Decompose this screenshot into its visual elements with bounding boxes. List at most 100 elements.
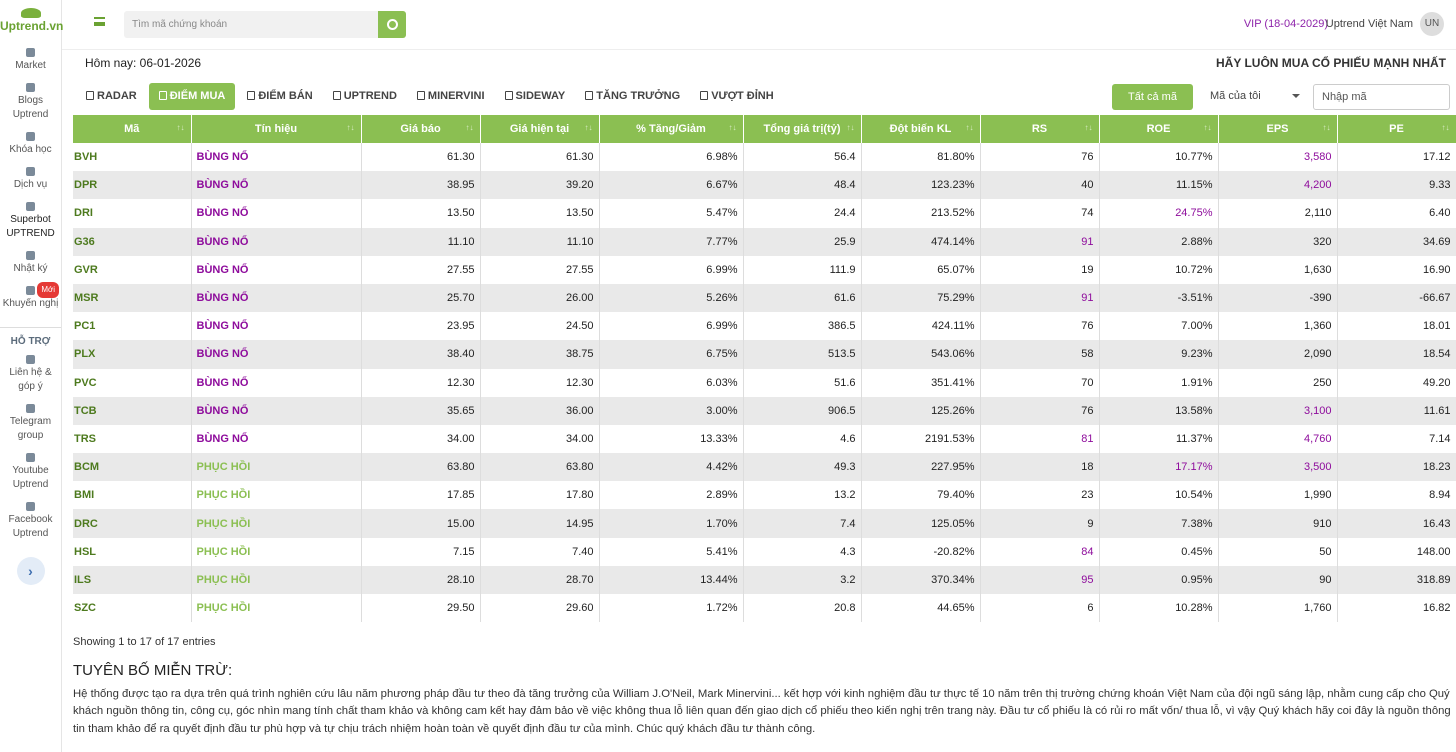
sidebar-icon: [26, 83, 35, 92]
support-item[interactable]: Youtube Uptrend: [0, 447, 61, 496]
all-codes-button[interactable]: Tất cả mã: [1112, 84, 1193, 110]
cell: 34.00: [361, 424, 481, 454]
stock-code: BCM: [73, 453, 192, 482]
sidebar-item[interactable]: Khuyến nghị Mới: [0, 280, 61, 315]
sidebar-item[interactable]: Superbot UPTREND: [0, 196, 61, 245]
tab[interactable]: ĐIỂM BÁN: [239, 83, 320, 110]
signal: PHỤC HỒI: [191, 594, 362, 623]
column-header[interactable]: Mã: [73, 115, 192, 143]
cell: 4,760: [1218, 424, 1338, 454]
column-header[interactable]: ROE: [1099, 115, 1219, 143]
table-row[interactable]: SZC PHỤC HỒI 29.50 29.60 1.72% 20.8 44.65% 6 10.…: [73, 594, 1456, 623]
code-input[interactable]: Nhập mã: [1313, 84, 1450, 110]
column-header[interactable]: Tín hiệu: [191, 115, 362, 143]
sidebar-item[interactable]: Khóa học: [0, 126, 61, 161]
table-row[interactable]: DRC PHỤC HỒI 15.00 14.95 1.70% 7.4 125.05% 9 7.3…: [73, 509, 1456, 538]
table-row[interactable]: BMI PHỤC HỒI 17.85 17.80 2.89% 13.2 79.40% 23 10…: [73, 481, 1456, 510]
search-input[interactable]: Tìm mã chứng khoán: [124, 11, 378, 38]
stock-code: PC1: [73, 312, 192, 341]
tab[interactable]: VƯỢT ĐỈNH: [692, 83, 782, 110]
cell: 65.07%: [861, 255, 981, 284]
cell: 906.5: [743, 396, 862, 425]
vip-status: VIP (18-04-2029): [1243, 18, 1328, 30]
expand-button[interactable]: ›: [16, 557, 45, 585]
table-row[interactable]: HSL PHỤC HỒI 7.15 7.40 5.41% 4.3 -20.82% 84 0.45…: [73, 537, 1456, 566]
column-header[interactable]: Giá hiện tại: [480, 115, 600, 143]
sidebar-label: Khuyến nghị: [2, 298, 59, 309]
table-row[interactable]: TCB BÙNG NỔ 35.65 36.00 3.00% 906.5 125.26% 76 1…: [73, 396, 1456, 425]
stock-code: G36: [73, 227, 192, 256]
tab[interactable]: RADAR: [78, 83, 145, 110]
tab[interactable]: SIDEWAY: [497, 83, 574, 110]
table-row[interactable]: PLX BÙNG NỔ 38.40 38.75 6.75% 513.5 543.06% 58 9…: [73, 340, 1456, 369]
signal: BÙNG NỔ: [191, 227, 362, 256]
table-row[interactable]: BCM PHỤC HỒI 63.80 63.80 4.42% 49.3 227.95% 18 1…: [73, 453, 1456, 482]
column-header[interactable]: Đột biến KL: [861, 115, 981, 143]
cell: 81: [980, 424, 1100, 454]
column-header[interactable]: Giá báo: [361, 115, 481, 143]
user-name[interactable]: Uptrend Việt Nam: [1325, 18, 1413, 30]
table-row[interactable]: G36 BÙNG NỔ 11.10 11.10 7.77% 25.9 474.14% 91 2.…: [73, 227, 1456, 256]
table-row[interactable]: TRS BÙNG NỔ 34.00 34.00 13.33% 4.6 2191.53% 81 1…: [73, 424, 1456, 454]
stock-code: MSR: [73, 283, 192, 313]
cell: 2.89%: [599, 481, 744, 510]
tab[interactable]: UPTREND: [325, 83, 405, 110]
cell: 213.52%: [861, 199, 981, 228]
column-header[interactable]: PE: [1337, 115, 1456, 143]
cell: 351.41%: [861, 368, 981, 397]
search-button[interactable]: [378, 11, 406, 38]
support-item[interactable]: Facebook Uptrend: [0, 496, 61, 545]
sidebar-label: Market: [15, 60, 46, 71]
sidebar-item[interactable]: Blogs Uptrend: [0, 77, 61, 126]
cell: 13.50: [480, 199, 600, 228]
signal: BÙNG NỔ: [191, 396, 362, 425]
cell: 370.34%: [861, 565, 981, 594]
table-row[interactable]: PC1 BÙNG NỔ 23.95 24.50 6.99% 386.5 424.11% 76 7…: [73, 312, 1456, 341]
cell: 63.80: [361, 453, 481, 482]
table-row[interactable]: DRI BÙNG NỔ 13.50 13.50 5.47% 24.4 213.52% 74 24…: [73, 199, 1456, 228]
table-row[interactable]: DPR BÙNG NỔ 38.95 39.20 6.67% 48.4 123.23% 40 11…: [73, 171, 1456, 200]
avatar[interactable]: UN: [1420, 12, 1444, 36]
header-row: MãTín hiệuGiá báoGiá hiện tại% Tăng/Giảm…: [73, 115, 1456, 143]
cell: 7.38%: [1099, 509, 1219, 538]
disclaimer-text: Hệ thống được tạo ra dựa trên quá trình …: [73, 688, 1451, 735]
logo-text: Uptrend.vn: [0, 19, 64, 33]
sidebar-item[interactable]: Nhật ký: [0, 245, 61, 280]
cell: 3,580: [1218, 143, 1338, 172]
table-row[interactable]: MSR BÙNG NỔ 25.70 26.00 5.26% 61.6 75.29% 91 -3.…: [73, 283, 1456, 313]
tab[interactable]: MINERVINI: [409, 83, 493, 110]
signal: PHỤC HỒI: [191, 537, 362, 566]
cell: 111.9: [743, 255, 862, 284]
stock-code: DPR: [73, 171, 192, 200]
sidebar-label: Dịch vụ: [13, 179, 48, 190]
cell: 6.75%: [599, 340, 744, 369]
signal: BÙNG NỔ: [191, 199, 362, 228]
tab[interactable]: ĐIỂM MUA: [148, 83, 236, 110]
support-item[interactable]: Telegram group: [0, 398, 61, 447]
logo[interactable]: Uptrend.vn: [0, 8, 64, 42]
cell: 38.75: [480, 340, 600, 369]
table-row[interactable]: PVC BÙNG NỔ 12.30 12.30 6.03% 51.6 351.41% 70 1.…: [73, 368, 1456, 397]
entries-info: Showing 1 to 17 of 17 entries: [73, 636, 216, 648]
cell: 38.95: [361, 171, 481, 200]
table-row[interactable]: BVH BÙNG NỔ 61.30 61.30 6.98% 56.4 81.80% 76 10.…: [73, 143, 1456, 172]
menu-button[interactable]: [94, 17, 105, 26]
cell: 910: [1218, 509, 1338, 538]
column-header[interactable]: EPS: [1218, 115, 1338, 143]
support-item[interactable]: Liên hệ & góp ý: [0, 349, 61, 398]
sidebar-item[interactable]: Dịch vụ: [0, 161, 61, 196]
sidebar-item[interactable]: Market: [0, 42, 61, 77]
column-header[interactable]: RS: [980, 115, 1100, 143]
cell: 90: [1218, 565, 1338, 594]
column-header[interactable]: % Tăng/Giảm: [599, 115, 744, 143]
table-row[interactable]: ILS PHỤC HỒI 28.10 28.70 13.44% 3.2 370.34% 95 0…: [73, 565, 1456, 594]
cell: 25.70: [361, 283, 481, 313]
cell: 513.5: [743, 340, 862, 369]
cell: 3,500: [1218, 453, 1338, 482]
column-header[interactable]: Tổng giá trị(tỷ): [743, 115, 862, 143]
tab[interactable]: TĂNG TRƯỞNG: [577, 83, 688, 110]
my-codes-dropdown[interactable]: Mã của tôi: [1210, 90, 1300, 102]
cell: 3.00%: [599, 396, 744, 425]
cell: 27.55: [480, 255, 600, 284]
table-row[interactable]: GVR BÙNG NỔ 27.55 27.55 6.99% 111.9 65.07% 19 10…: [73, 255, 1456, 284]
